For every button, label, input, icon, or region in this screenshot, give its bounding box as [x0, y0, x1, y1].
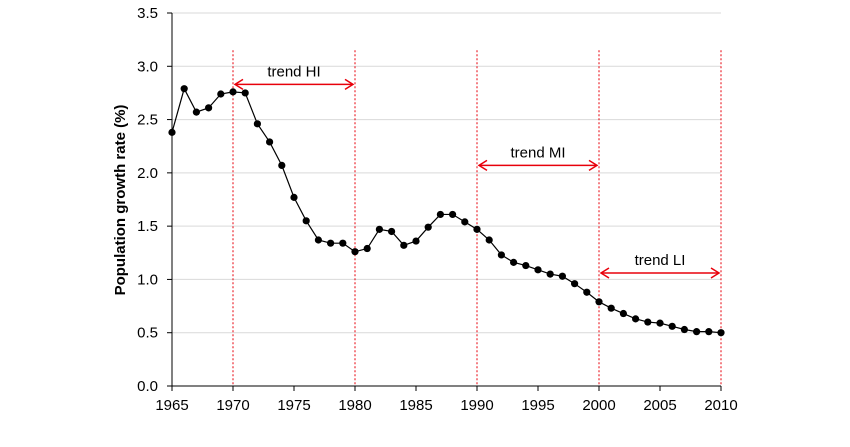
data-point: [485, 236, 493, 244]
data-point: [241, 89, 249, 97]
data-point: [351, 248, 359, 256]
data-point: [314, 236, 322, 244]
data-point: [205, 104, 213, 112]
data-point: [619, 309, 628, 318]
trend-annotation: trend MI: [477, 144, 599, 172]
axes: [167, 12, 722, 391]
x-tick-labels: 1965 1970 1975 1980 1985 1990 1995 2000 2005 2010: [155, 397, 737, 414]
data-point: [168, 128, 176, 136]
data-point: [290, 193, 298, 201]
data-point: [705, 328, 713, 336]
y-tick-labels: 0.0 0.5 1.0 1.5 2.0 2.5 3.0 3.5: [137, 5, 158, 395]
data-point: [522, 261, 530, 270]
data-point: [266, 138, 274, 146]
series-line: [171, 87, 722, 334]
data-point: [375, 225, 383, 233]
data-point: [583, 288, 591, 296]
series: [168, 85, 725, 337]
trend-annotation: trend HI: [233, 63, 355, 91]
data-point: [693, 328, 701, 336]
data-point: [558, 272, 567, 280]
data-point: [571, 280, 579, 288]
data-point: [327, 239, 335, 247]
trend-label: trend HI: [267, 63, 320, 80]
x-tick-label: 2000: [582, 397, 615, 414]
trend-arrow-head-left: [477, 159, 488, 172]
data-point: [632, 315, 640, 323]
data-point: [436, 210, 444, 219]
data-point: [302, 217, 310, 225]
x-tick-label: 1990: [460, 397, 493, 414]
x-tick-label: 1985: [399, 397, 432, 414]
y-tick-label: 2.5: [137, 112, 158, 129]
data-point: [461, 218, 469, 226]
data-point: [717, 329, 725, 337]
data-point: [192, 108, 200, 116]
data-point: [607, 304, 615, 312]
data-point: [400, 241, 408, 249]
data-point: [278, 161, 286, 169]
data-point: [229, 88, 237, 96]
data-point: [509, 258, 518, 266]
data-point: [180, 85, 188, 93]
x-tick-label: 1995: [521, 397, 554, 414]
data-point: [412, 237, 420, 245]
y-tick-label: 0.0: [137, 378, 158, 395]
x-tick-label: 2010: [704, 397, 737, 414]
trend-arrow-head-right: [588, 159, 599, 172]
data-point: [497, 251, 505, 259]
data-point: [644, 318, 652, 326]
y-tick-label: 0.5: [137, 325, 158, 342]
x-tick-label: 1980: [338, 397, 371, 414]
x-tick-label: 2005: [643, 397, 676, 414]
trend-annotations: trend HI trend MI trend LI: [233, 63, 721, 279]
y-tick-label: 1.5: [137, 218, 158, 235]
trend-arrow-head-left: [233, 78, 244, 91]
y-tick-label: 1.0: [137, 271, 158, 288]
trend-arrow-head-right: [710, 267, 721, 279]
data-point: [217, 90, 225, 98]
data-point: [546, 270, 554, 278]
data-point: [363, 244, 371, 253]
data-point: [656, 319, 664, 327]
trend-annotation: trend LI: [599, 252, 721, 279]
data-point: [388, 227, 396, 236]
y-axis-title: Population growth rate (%): [112, 105, 129, 296]
trend-arrow-head-right: [344, 78, 355, 91]
data-point: [534, 266, 542, 274]
trend-arrow-head-left: [599, 267, 610, 279]
data-point: [339, 239, 347, 247]
data-point: [680, 325, 689, 334]
trend-label: trend MI: [510, 144, 565, 161]
x-tick-label: 1970: [216, 397, 249, 414]
gridlines: [172, 12, 721, 334]
data-point: [253, 120, 261, 128]
trend-label: trend LI: [635, 252, 686, 269]
x-tick-label: 1965: [155, 397, 188, 414]
data-point: [473, 225, 481, 233]
y-tick-label: 2.0: [137, 165, 158, 182]
y-tick-label: 3.5: [137, 5, 158, 22]
data-point: [449, 210, 457, 219]
y-tick-label: 3.0: [137, 58, 158, 75]
x-tick-label: 1975: [277, 397, 310, 414]
data-point: [424, 223, 432, 231]
data-point: [668, 322, 676, 330]
data-point: [595, 298, 603, 306]
